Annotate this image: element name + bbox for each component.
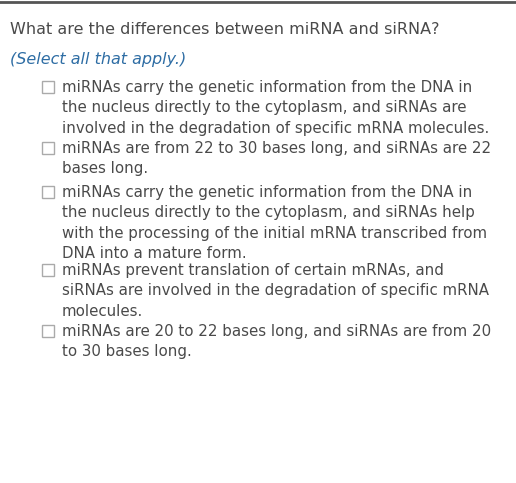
Text: What are the differences between miRNA and siRNA?: What are the differences between miRNA a…	[10, 22, 440, 37]
Text: (Select all that apply.): (Select all that apply.)	[10, 52, 186, 67]
Text: miRNAs are from 22 to 30 bases long, and siRNAs are 22
bases long.: miRNAs are from 22 to 30 bases long, and…	[62, 141, 491, 176]
Bar	[42, 325, 54, 337]
Text: miRNAs are 20 to 22 bases long, and siRNAs are from 20
to 30 bases long.: miRNAs are 20 to 22 bases long, and siRN…	[62, 324, 491, 359]
Bar	[42, 186, 54, 198]
Text: miRNAs carry the genetic information from the DNA in
the nucleus directly to the: miRNAs carry the genetic information fro…	[62, 185, 487, 261]
Bar	[42, 81, 54, 93]
Text: miRNAs carry the genetic information from the DNA in
the nucleus directly to the: miRNAs carry the genetic information fro…	[62, 80, 489, 136]
Bar	[42, 264, 54, 276]
Text: miRNAs prevent translation of certain mRNAs, and
siRNAs are involved in the degr: miRNAs prevent translation of certain mR…	[62, 263, 489, 319]
Bar	[42, 142, 54, 154]
